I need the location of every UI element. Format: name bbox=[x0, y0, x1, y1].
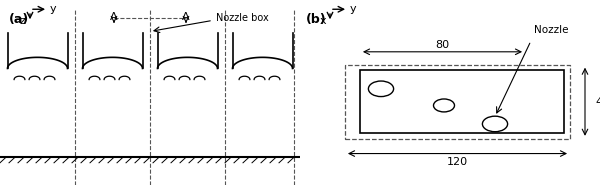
Text: 40: 40 bbox=[595, 97, 600, 107]
Bar bbox=[345, 65, 570, 139]
Text: (b): (b) bbox=[306, 13, 326, 26]
Bar bbox=[360, 70, 564, 133]
Text: A: A bbox=[182, 12, 190, 22]
Text: Nozzle: Nozzle bbox=[534, 25, 569, 35]
Text: y: y bbox=[349, 4, 356, 14]
Text: Nozzle box: Nozzle box bbox=[216, 13, 269, 23]
Text: 80: 80 bbox=[436, 40, 449, 50]
Text: y: y bbox=[49, 4, 56, 14]
Text: z: z bbox=[19, 16, 25, 26]
Text: x: x bbox=[320, 16, 326, 26]
Text: A: A bbox=[110, 12, 118, 22]
Text: 120: 120 bbox=[447, 157, 468, 167]
Text: (a): (a) bbox=[9, 13, 29, 26]
